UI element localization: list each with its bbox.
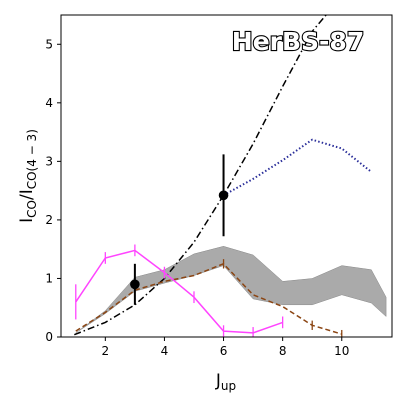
y-tick-label: 4 [45,96,53,110]
y-tick-label: 1 [45,271,53,285]
y-tick-label: 0 [45,330,53,344]
series-dashed-line [75,262,343,335]
y-axis-title-main: I [17,218,37,223]
y-tick-label: 3 [45,154,53,168]
y-tick-label: 5 [45,37,53,51]
x-tick-label: 2 [102,344,110,358]
source-annotation: HerBS-87 [232,27,364,56]
y-axis-title-sub2: CO(4 − 3) [25,129,39,189]
series-solid-line [75,249,283,334]
model-range-band [75,246,387,334]
x-axis-title-main: J [215,371,221,391]
model-lines-layer [74,15,372,337]
y-axis-title: ICO/ICO(4 − 3) [17,129,39,223]
plot-frame [60,14,393,338]
observations-layer [130,154,229,305]
x-axis-title-sub: up [221,379,236,393]
x-axis-title: Jup [215,371,236,393]
y-axis-title-sub1: CO [25,200,39,218]
model-range-band-layer [75,246,387,334]
x-tick-label: 10 [334,344,349,358]
observation-point [218,190,229,201]
x-tick-label: 6 [220,344,228,358]
y-axis-title-mid: /I [17,189,37,200]
axis-ticks: 2 4 6 8 10 0 1 2 3 4 5 [45,37,349,358]
x-tick-label: 8 [279,344,287,358]
x-tick-label: 4 [161,344,169,358]
observation-point [130,279,140,290]
series-dotted-line [223,138,372,197]
series-dashdot-line [74,15,328,336]
y-tick-label: 2 [45,213,53,227]
